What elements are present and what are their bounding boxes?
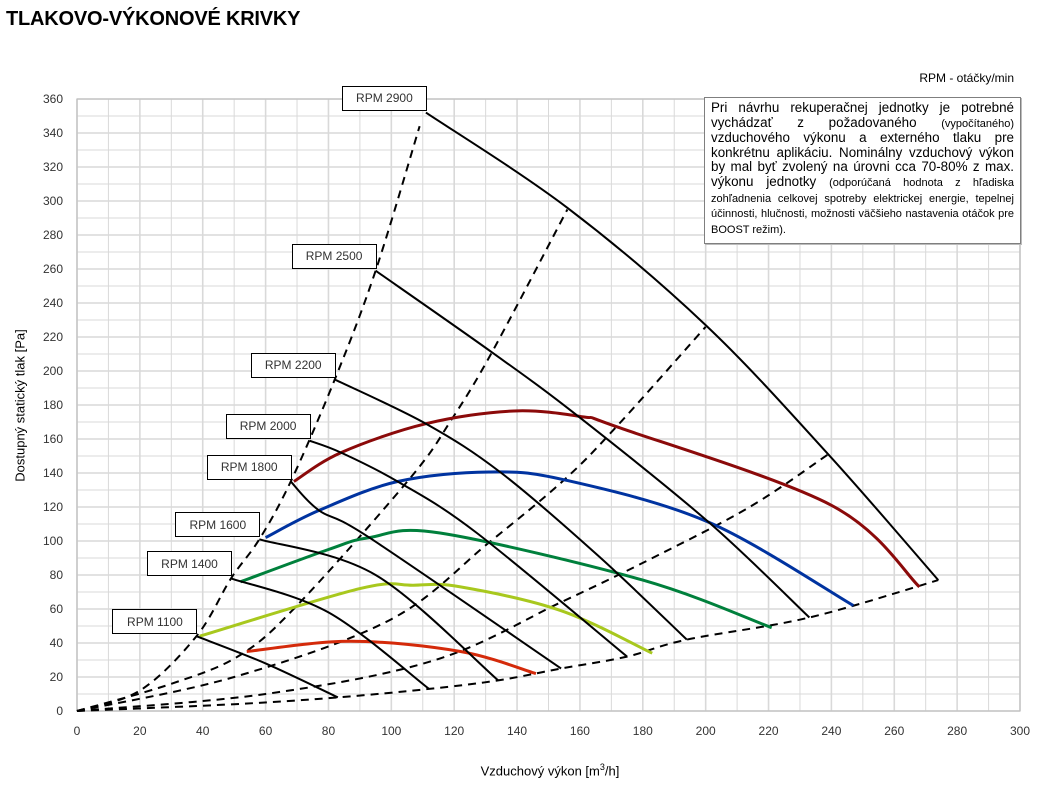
- note-segment: Pri návrhu rekuperačnej jednotky je potr…: [711, 100, 1014, 130]
- recommendation-note: Pri návrhu rekuperačnej jednotky je potr…: [704, 97, 1021, 244]
- rpm-curve: [290, 480, 562, 670]
- y-tick-label: 20: [50, 670, 64, 684]
- page-title: TLAKOVO-VÝKONOVÉ KRIVKY: [6, 8, 301, 30]
- y-tick-label: 140: [43, 466, 63, 480]
- rpm-curve: [425, 111, 940, 581]
- rpm-label: RPM 1800: [206, 454, 292, 480]
- rpm-label: RPM 1600: [175, 512, 261, 538]
- rpm-label: RPM 2900: [341, 85, 427, 111]
- y-tick-label: 40: [50, 636, 64, 650]
- rpm-label: RPM 1100: [112, 609, 198, 635]
- y-tick-label: 260: [43, 262, 63, 276]
- rpm-label: RPM 1400: [147, 551, 233, 577]
- y-tick-label: 100: [43, 534, 63, 548]
- y-tick-label: 300: [43, 194, 63, 208]
- y-tick-label: 160: [43, 432, 63, 446]
- x-tick-label: 180: [633, 724, 653, 738]
- x-tick-label: 160: [570, 724, 590, 738]
- y-tick-label: 80: [50, 568, 64, 582]
- dashed-operating-line: [76, 579, 939, 712]
- rpm-label: RPM 2000: [225, 413, 311, 439]
- rpm-label: RPM 2200: [250, 352, 336, 378]
- x-tick-label: 300: [1010, 724, 1030, 738]
- rpm-label: RPM 2500: [291, 243, 377, 269]
- system-curve: [199, 582, 653, 655]
- note-segment: (odporúčaná hodnota z hľadiska zohľadnen…: [711, 176, 1014, 236]
- x-tick-label: 200: [696, 724, 716, 738]
- x-tick-label: 40: [196, 724, 210, 738]
- rpm-curve: [375, 269, 811, 619]
- y-tick-label: 0: [56, 704, 63, 718]
- x-tick-label: 240: [821, 724, 841, 738]
- rpm-curve: [259, 538, 499, 682]
- dashed-operating-line: [76, 326, 707, 712]
- y-tick-label: 340: [43, 126, 63, 140]
- system-curve: [264, 470, 855, 607]
- x-tick-label: 80: [322, 724, 336, 738]
- x-tick-label: 140: [507, 724, 527, 738]
- rpm-curve: [334, 378, 688, 641]
- y-tick-label: 360: [43, 92, 63, 106]
- dashed-operating-line: [76, 453, 829, 712]
- y-tick-label: 320: [43, 160, 63, 174]
- x-tick-label: 260: [884, 724, 904, 738]
- x-tick-label: 220: [759, 724, 779, 738]
- system-curves: [199, 409, 921, 676]
- system-curve: [293, 409, 921, 588]
- note-segment: (vypočítaného): [941, 117, 1014, 130]
- system-curve: [239, 528, 773, 630]
- y-tick-label: 180: [43, 398, 63, 412]
- system-curve: [246, 639, 537, 676]
- x-tick-label: 20: [133, 724, 147, 738]
- x-tick-label: 100: [381, 724, 401, 738]
- plot-border: [76, 98, 1021, 712]
- rpm-curve: [230, 577, 430, 690]
- y-tick-label: 240: [43, 296, 63, 310]
- x-tick-label: 60: [259, 724, 273, 738]
- y-axis-label: Dostupný statický tlak [Pa]: [12, 329, 28, 482]
- y-tick-label: 220: [43, 330, 63, 344]
- x-tick-label: 280: [947, 724, 967, 738]
- rpm-curves: [196, 111, 940, 699]
- y-tick-label: 120: [43, 500, 63, 514]
- y-tick-label: 200: [43, 364, 63, 378]
- x-tick-label: 0: [74, 724, 81, 738]
- note-segment: vzduchového výkonu a externého tlaku pre…: [711, 130, 1014, 189]
- x-axis-label: Vzduchový výkon [m3/h]: [480, 762, 620, 779]
- rpm-curve: [196, 635, 339, 699]
- tick-labels: 0 20 40 60 80 100 120 140 160 180 200 220 240 260 280 3…: [43, 92, 1030, 738]
- y-tick-label: 280: [43, 228, 63, 242]
- y-tick-label: 60: [50, 602, 64, 616]
- x-tick-label: 120: [444, 724, 464, 738]
- rpm-unit-label: RPM - otáčky/min: [919, 71, 1014, 85]
- rpm-curve: [309, 439, 628, 658]
